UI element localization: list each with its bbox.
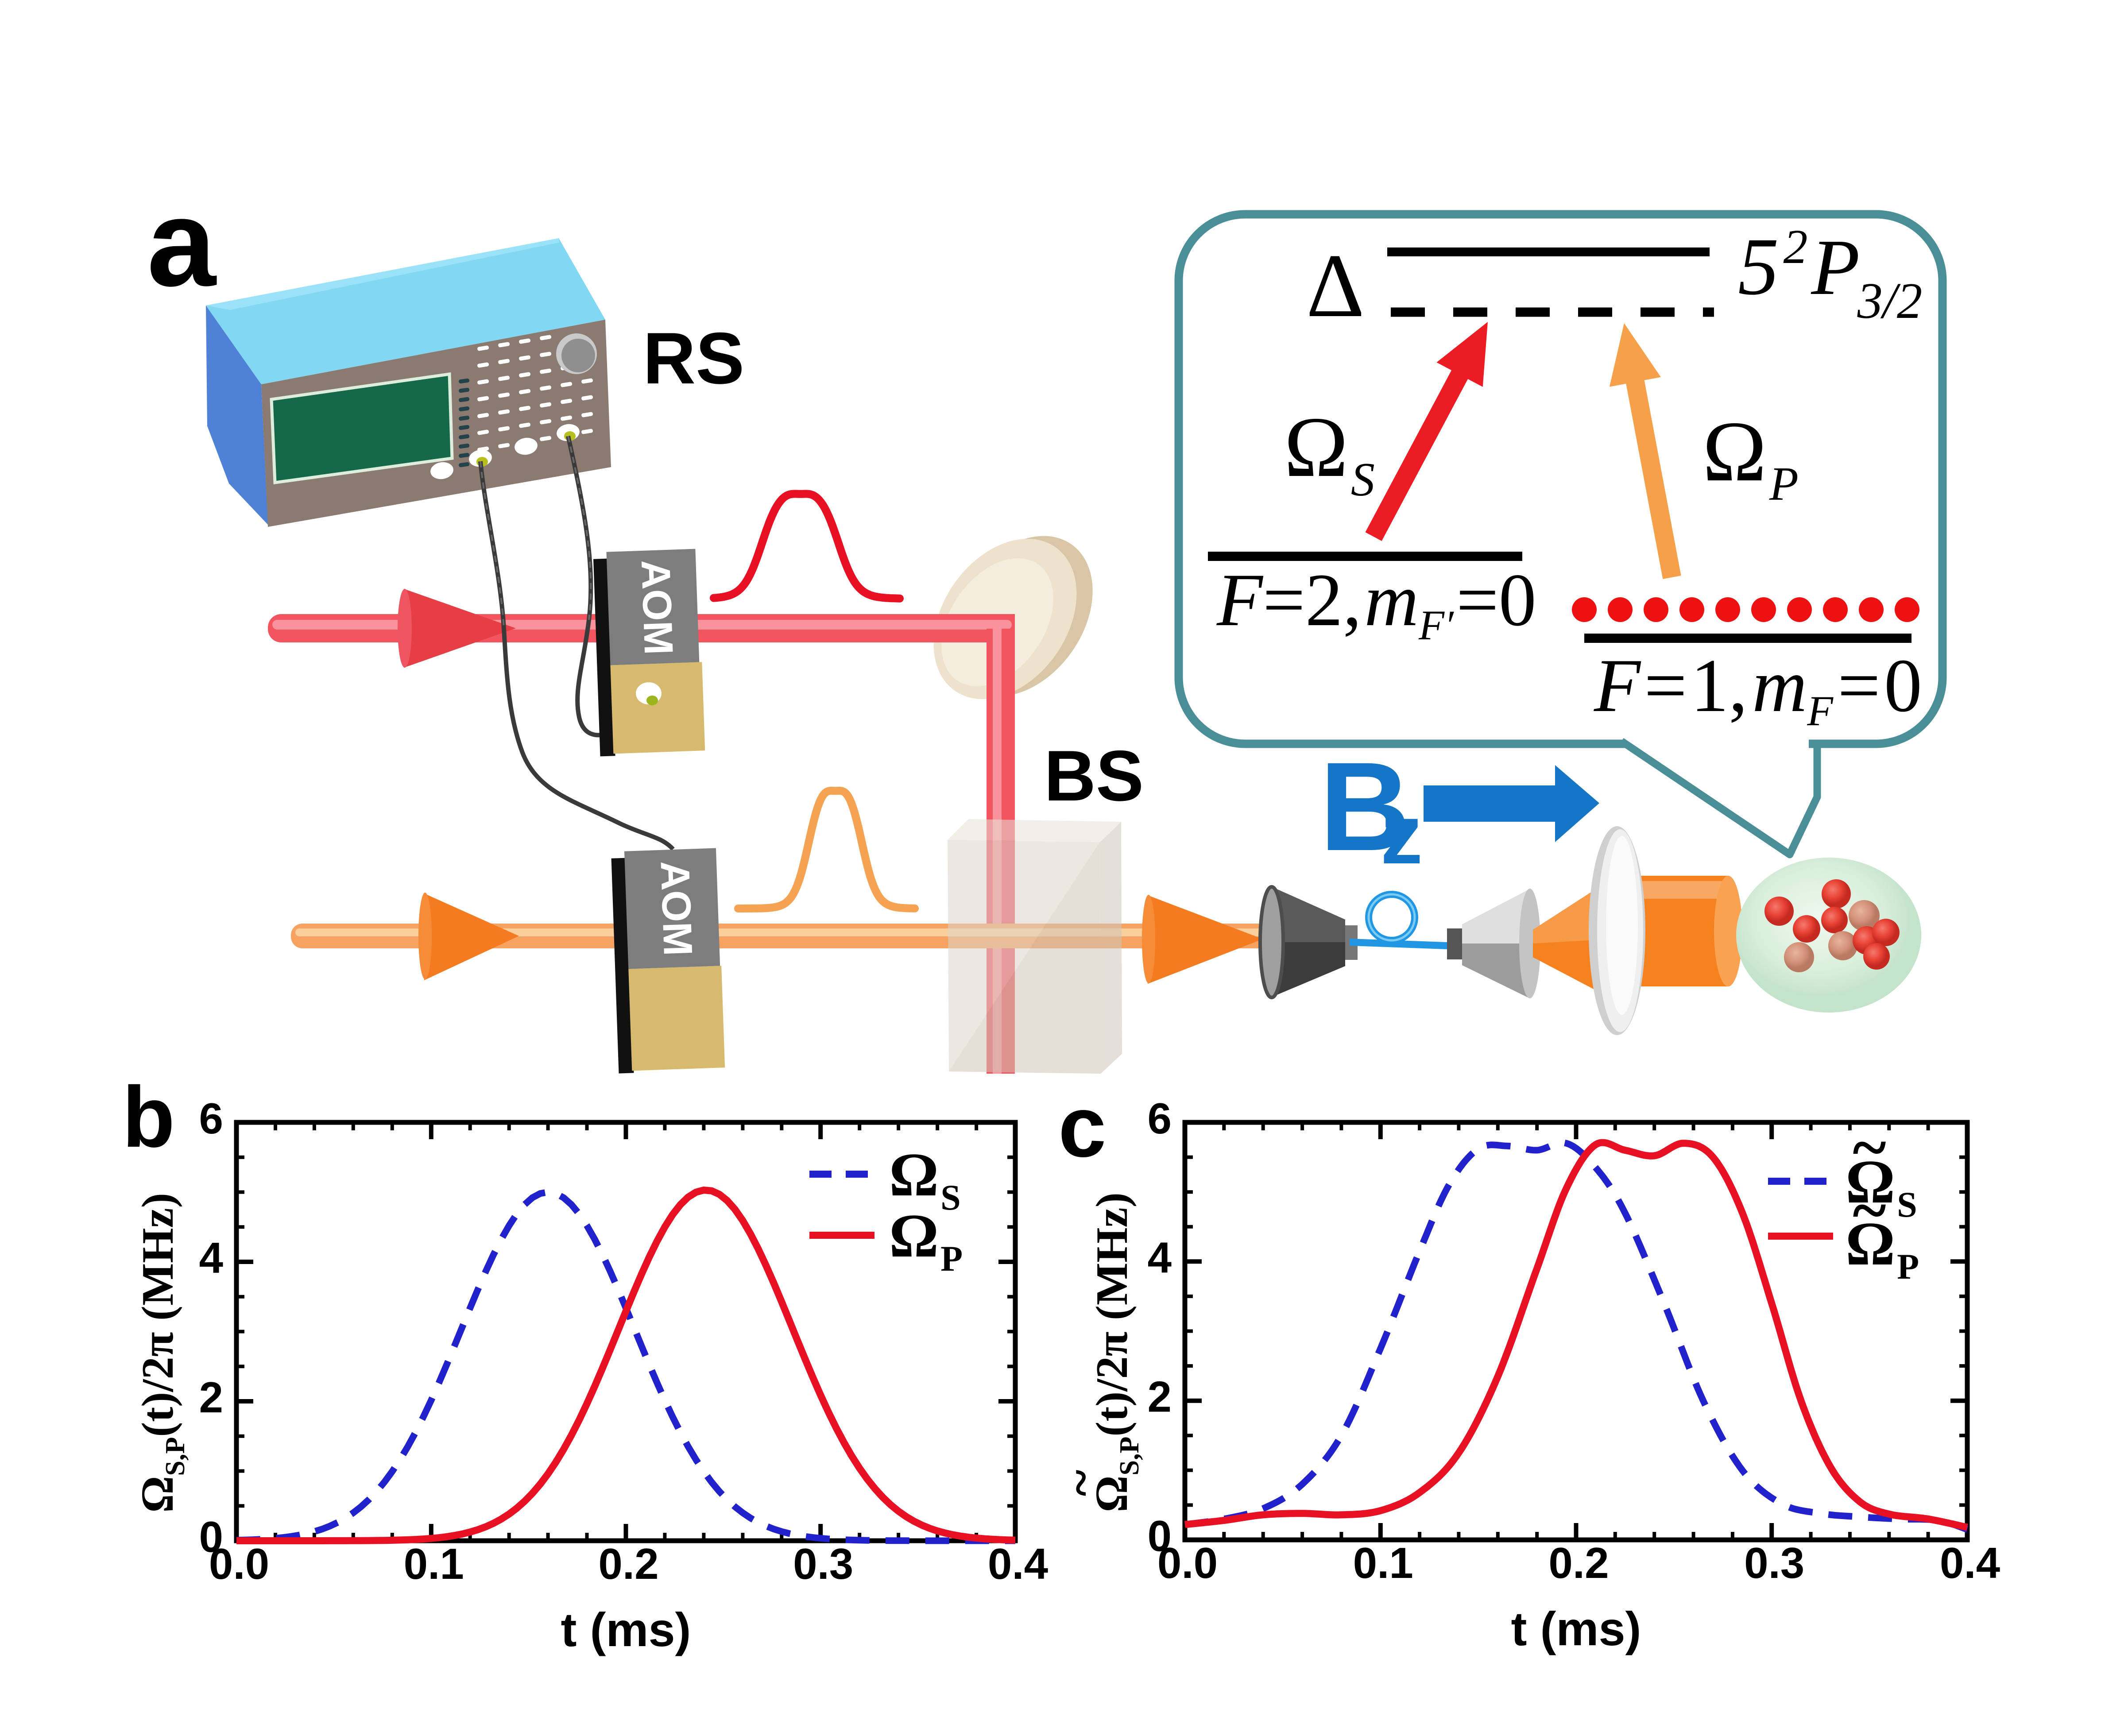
svg-text:4: 4 [1147,1233,1172,1282]
svg-text:BS: BS [1044,736,1144,816]
svg-text:RS: RS [643,317,744,399]
svg-text:c: c [1058,1079,1106,1175]
svg-text:0.3: 0.3 [1744,1539,1804,1587]
svg-text:B: B [1319,736,1411,877]
svg-text:0.1: 0.1 [1353,1539,1413,1587]
svg-text:2: 2 [1147,1373,1172,1421]
svg-text:ΩP: ΩP [1846,1210,1919,1287]
svg-text:0.4: 0.4 [988,1539,1048,1588]
svg-text:AOM: AOM [633,559,681,656]
svg-text:0.1: 0.1 [404,1539,464,1588]
svg-text:0.2: 0.2 [598,1539,658,1588]
svg-text:0.3: 0.3 [793,1539,853,1588]
svg-text:z: z [1381,788,1423,882]
svg-text:Δ: Δ [1306,236,1365,336]
svg-text:~: ~ [1052,1469,1109,1496]
svg-text:0: 0 [199,1512,223,1561]
svg-text:AOM: AOM [652,860,700,957]
svg-text:~: ~ [1853,1112,1886,1183]
svg-text:4: 4 [199,1233,223,1282]
svg-text:0.0: 0.0 [209,1539,269,1588]
svg-text:2: 2 [199,1373,223,1422]
svg-text:b: b [122,1069,175,1165]
svg-text:0.2: 0.2 [1548,1539,1609,1587]
svg-text:6: 6 [1147,1094,1172,1143]
svg-text:a: a [147,174,217,312]
svg-text:6: 6 [199,1094,223,1143]
svg-text:52P3/2: 52P3/2 [1738,220,1922,329]
svg-text:t (ms): t (ms) [561,1603,691,1656]
svg-text:0.0: 0.0 [1157,1539,1218,1587]
svg-text:t (ms): t (ms) [1511,1602,1641,1655]
svg-text:~: ~ [1853,1175,1886,1246]
svg-text:0: 0 [1147,1512,1172,1560]
svg-text:F=2,mF′=0: F=2,mF′=0 [1216,558,1536,649]
svg-text:0.4: 0.4 [1940,1539,2000,1587]
svg-text:F=1,mF=0: F=1,mF=0 [1594,644,1922,735]
